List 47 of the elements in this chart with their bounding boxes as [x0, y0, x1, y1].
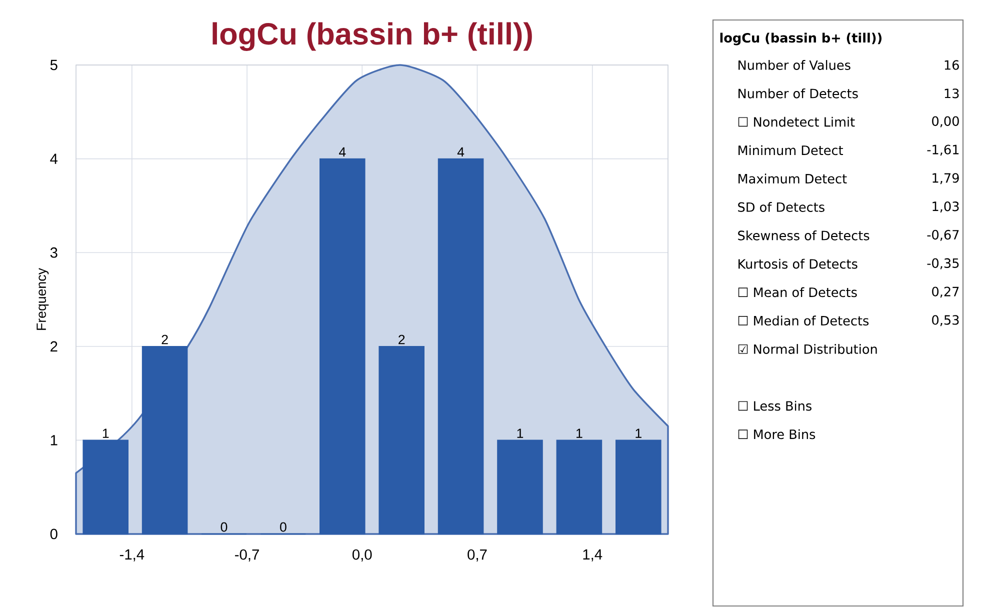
category-label: Number of Values — [738, 60, 850, 70]
category-label: SD of Detects — [738, 202, 824, 212]
data-label: 4 — [339, 147, 346, 157]
text: 1,79 — [932, 173, 959, 184]
y-tick-label: 1 — [50, 435, 58, 446]
category-label: Maximum Detect — [738, 174, 847, 184]
y-tick-label: 5 — [50, 60, 58, 70]
y-tick-label: 2 — [50, 341, 58, 352]
y-tick-label: 0 — [50, 528, 58, 540]
category-label: ☐ Nondetect Limit — [738, 116, 855, 127]
text: -1,61 — [927, 144, 959, 156]
text: 0,00 — [932, 116, 959, 128]
x-tick-label: 1,4 — [583, 549, 602, 562]
category-label: ☐ Median of Detects — [738, 316, 869, 326]
data-label: 4 — [457, 147, 464, 157]
category-label: Kurtosis of Detects — [738, 258, 858, 269]
y-axis-title: Frequency — [36, 268, 49, 330]
data-label: 1 — [517, 428, 524, 438]
data-label: 0 — [280, 522, 286, 532]
category-label: ☑ Normal Distribution — [738, 344, 877, 354]
text: 16 — [944, 60, 959, 70]
category-label: ☐ More Bins — [738, 429, 816, 440]
text: 13 — [944, 88, 959, 98]
y-tick-label: 4 — [50, 154, 58, 164]
data-label: 2 — [162, 334, 168, 344]
category-label: Minimum Detect — [738, 145, 844, 156]
category-label: ☐ Mean of Detects — [738, 287, 857, 298]
category-label: Number of Detects — [738, 88, 858, 98]
y-tick-label: 3 — [50, 247, 58, 258]
text: 0,27 — [932, 286, 959, 298]
x-tick-label: 0,7 — [468, 549, 487, 562]
text: 0,53 — [932, 315, 959, 326]
x-tick-label: -1,4 — [120, 549, 144, 562]
x-tick-label: -0,7 — [235, 549, 259, 562]
x-tick-label: 0,0 — [352, 549, 372, 562]
category-label: ☐ Less Bins — [738, 400, 812, 411]
category-label: Skewness of Detects — [738, 230, 870, 240]
data-label: 1 — [636, 428, 642, 438]
text: -0,67 — [927, 230, 959, 241]
text: -0,35 — [927, 258, 959, 270]
data-label: 0 — [220, 522, 228, 532]
text: 1,03 — [932, 202, 959, 212]
data-label: 1 — [576, 428, 582, 438]
chart-title: logCu (bassin b+ (till)) — [212, 22, 532, 51]
data-label: 2 — [398, 334, 405, 344]
text: logCu (bassin b+ (till)) — [720, 32, 882, 46]
data-label: 1 — [102, 428, 109, 438]
